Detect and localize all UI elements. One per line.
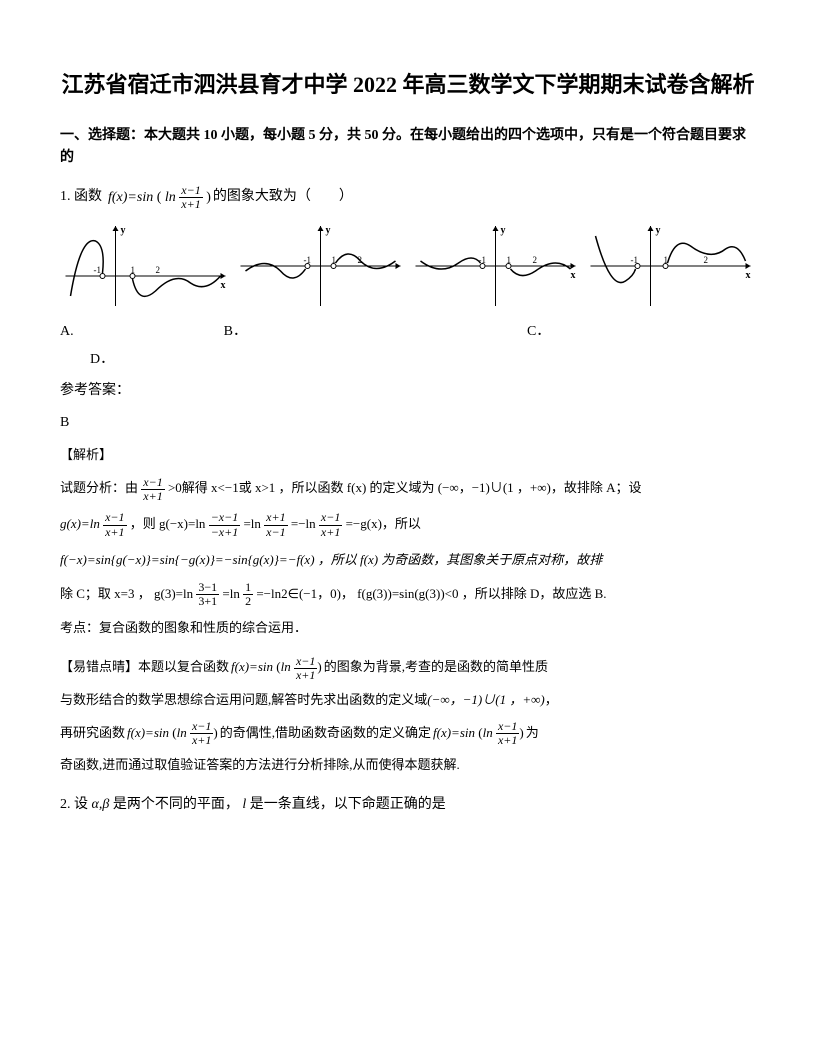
page-title: 江苏省宿迁市泗洪县育才中学 2022 年高三数学文下学期期末试卷含解析 — [60, 70, 756, 101]
a4n: 3−1 — [196, 581, 219, 595]
graph-b: y -1 1 2 — [235, 221, 406, 311]
a1-pre: 试题分析：由 — [60, 480, 138, 495]
yicuo3-end: 为 — [526, 719, 539, 748]
q1-frac-den: x+1 — [179, 198, 202, 211]
yicuo3-mid: 的奇偶性,借助函数奇函数的定义确定 — [220, 719, 431, 748]
q2-end: 是一条直线，以下命题正确的是 — [250, 797, 446, 812]
options-row-2: D． — [60, 349, 756, 371]
q1-suffix: 的图象大致为（ ） — [213, 186, 353, 208]
a4d: 3+1 — [196, 595, 219, 608]
q1-number: 1. 函数 — [60, 186, 102, 208]
yf3d: x+1 — [496, 734, 519, 747]
svg-text:x: x — [221, 280, 226, 291]
yf3n: x−1 — [496, 720, 519, 734]
yf2: f(x)=sin — [127, 725, 169, 740]
section-1-heading: 一、选择题：本大题共 10 小题，每小题 5 分，共 50 分。在每小题给出的四… — [60, 125, 756, 170]
a4d2: 2 — [243, 595, 253, 608]
a1-fn: x−1 — [141, 476, 164, 490]
yf1-ln: ln — [281, 659, 291, 674]
analysis-line-3: f(−x)=sin{g(−x)}=sin{−g(x)}=−sin{g(x)}=−… — [60, 547, 756, 573]
q2-num: 2. 设 — [60, 797, 88, 812]
gd1: −x+1 — [209, 526, 241, 539]
yf1n: x−1 — [294, 655, 317, 669]
yicuo4: 奇函数,进而通过取值验证答案的方法进行分析排除,从而使得本题获解. — [60, 751, 460, 780]
yicuo-formula-1: f(x)=sin (ln x−1 x+1 ) — [231, 653, 322, 682]
a4-mid: =ln — [222, 586, 239, 601]
svg-text:2: 2 — [156, 265, 161, 275]
q1-frac-num: x−1 — [179, 184, 202, 198]
svg-text:y: y — [656, 225, 661, 236]
yicuo-label: 【易错点晴】本题以复合函数 — [60, 653, 229, 682]
yf1: f(x)=sin — [231, 659, 273, 674]
g-fn: x−1 — [103, 511, 126, 525]
g-final: =−g(x)，所以 — [346, 516, 421, 531]
option-d: D． — [90, 352, 114, 367]
svg-text:x: x — [746, 270, 751, 281]
graph-a: y x -1 1 2 — [60, 221, 231, 311]
answer-label: 参考答案： — [60, 380, 756, 402]
yf2-ln: ln — [177, 725, 187, 740]
a1-fd: x+1 — [141, 490, 164, 503]
yicuo2-pre: 与数形结合的数学思想综合运用问题,解答时先求出函数的定义域 — [60, 686, 427, 715]
analysis-label: 【解析】 — [60, 445, 756, 466]
analysis-line-2: g(x)=ln x−1 x+1 ，则 g(−x)=ln −x−1 −x+1 =l… — [60, 511, 756, 539]
gn2: x+1 — [264, 511, 287, 525]
kaodian: 考点：复合函数的图象和性质的综合运用． — [60, 618, 756, 639]
yicuo-formula-3: f(x)=sin (ln x−1 x+1 ) — [433, 719, 524, 748]
q1-fx: f(x)=sin — [108, 189, 153, 204]
gn3: x−1 — [319, 511, 342, 525]
yf3: f(x)=sin — [433, 725, 475, 740]
option-c: C． — [527, 321, 550, 343]
yicuo-formula-2: f(x)=sin (ln x−1 x+1 ) — [127, 719, 218, 748]
a4-pre: 除 C；取 x=3 ， g(3)=ln — [60, 586, 193, 601]
yicuo2-post: ， — [545, 686, 558, 715]
analysis-line-4: 除 C；取 x=3 ， g(3)=ln 3−1 3+1 =ln 1 2 =−ln… — [60, 581, 756, 609]
answer-value: B — [60, 412, 756, 434]
question-2: 2. 设 α,β 是两个不同的平面， l 是一条直线，以下命题正确的是 — [60, 794, 756, 816]
q2-l: l — [242, 797, 246, 812]
yf3-ln: ln — [483, 725, 493, 740]
option-b: B． — [224, 321, 247, 343]
g-eq: =ln — [243, 516, 260, 531]
yicuo1: 的图象为背景,考查的是函数的简单性质 — [324, 653, 548, 682]
svg-text:-1: -1 — [94, 265, 102, 275]
analysis-line-1: 试题分析：由 x−1 x+1 >0解得 x<−1或 x>1 ，所以函数 f(x)… — [60, 475, 756, 503]
yicuo3-pre: 再研究函数 — [60, 719, 125, 748]
svg-text:y: y — [326, 225, 331, 236]
svg-text:y: y — [121, 225, 126, 236]
g-def: g(x)=ln — [60, 516, 100, 531]
svg-text:y: y — [501, 225, 506, 236]
q2-mid: 是两个不同的平面， — [113, 797, 239, 812]
yf2n: x−1 — [190, 720, 213, 734]
a4-end: =−ln2∈(−1，0)， f(g(3))=sin(g(3))<0 ，所以排除 … — [256, 586, 606, 601]
svg-text:2: 2 — [533, 255, 538, 265]
q1-formula: f(x)=sin ( ln x−1 x+1 ) — [108, 184, 211, 211]
option-a: A. — [60, 321, 74, 343]
options-row-1: A. B． C． — [60, 321, 756, 343]
graph-d: y x -1 1 2 — [585, 221, 756, 311]
a1-mid: >0解得 x<−1或 x>1 ，所以函数 f(x) 的定义域为 (−∞，−1)∪… — [168, 480, 642, 495]
q1-ln: ln — [165, 189, 176, 204]
graph-options: y x -1 1 2 y -1 1 2 — [60, 221, 756, 311]
svg-text:x: x — [571, 270, 576, 281]
g-then: ，则 g(−x)=ln — [130, 516, 206, 531]
graph-c: y x -1 1 2 — [410, 221, 581, 311]
gn1: −x−1 — [209, 511, 241, 525]
gd3: x+1 — [319, 526, 342, 539]
question-1: 1. 函数 f(x)=sin ( ln x−1 x+1 ) 的图象大致为（ ） — [60, 184, 756, 211]
yicuo-block: 【易错点晴】本题以复合函数 f(x)=sin (ln x−1 x+1 ) 的图象… — [60, 653, 756, 780]
g-fd: x+1 — [103, 526, 126, 539]
a4n2: 1 — [243, 581, 253, 595]
g-eq2: =−ln — [291, 516, 316, 531]
domain-expr: (−∞，−1)∪(1 ，+∞) — [427, 686, 544, 715]
svg-text:2: 2 — [704, 255, 709, 265]
q2-ab: α,β — [92, 797, 110, 812]
yf2d: x+1 — [190, 734, 213, 747]
gd2: x−1 — [264, 526, 287, 539]
a3: f(−x)=sin{g(−x)}=sin{−g(x)}=−sin{g(x)}=−… — [60, 552, 602, 567]
yf1d: x+1 — [294, 669, 317, 682]
